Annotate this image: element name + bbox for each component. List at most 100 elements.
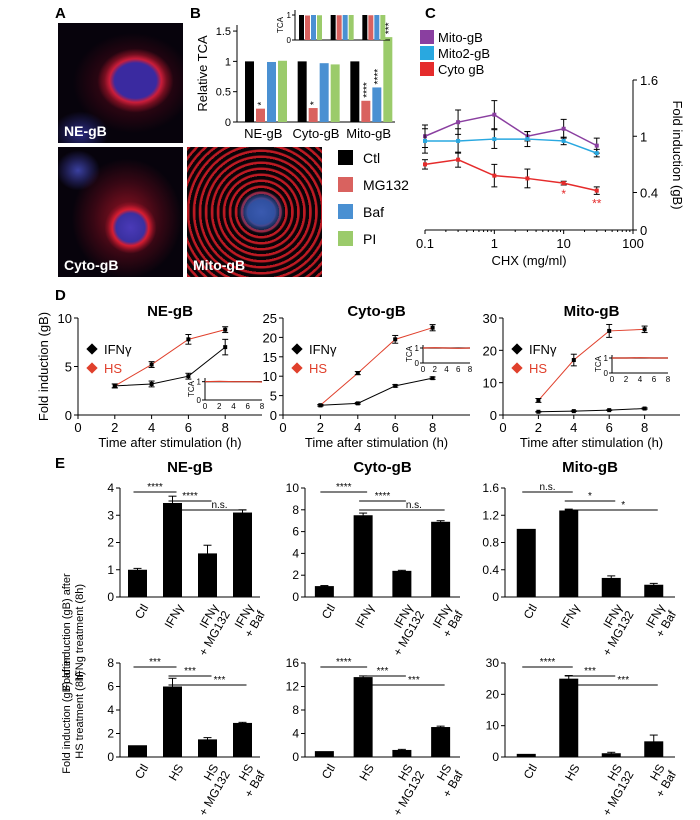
y-tick-label: 25 <box>263 311 277 326</box>
inset-bar <box>348 15 354 40</box>
y-tick-label: 20 <box>486 687 500 701</box>
significance-label: ** <box>592 196 602 210</box>
series-line <box>320 327 433 406</box>
data-point <box>492 137 497 142</box>
micrograph-label: Mito-gB <box>193 257 246 273</box>
y-tick-label: 0.4 <box>482 563 499 577</box>
y-tick-label: 4 <box>292 727 299 741</box>
y-tick-label: 16 <box>286 656 300 670</box>
significance-label: **** <box>336 482 352 493</box>
data-point <box>571 358 576 363</box>
y-tick-label: 0.4 <box>640 186 658 201</box>
bar <box>516 753 536 757</box>
x-tick-label: 100 <box>622 236 644 251</box>
data-point <box>536 409 541 414</box>
data-point <box>149 381 154 386</box>
significance-label: **** <box>182 491 198 502</box>
panel-letter-b: B <box>190 5 201 22</box>
chart-title: Mito-gB <box>564 303 620 320</box>
x-tick-label: IFNγ+ MG132 <box>379 601 428 658</box>
significance-label: * <box>257 102 268 106</box>
chart-title: Mito-gB <box>562 459 618 476</box>
inset-y-label: TCA <box>276 16 285 33</box>
bar <box>431 727 451 757</box>
inset-x-tick-label: 4 <box>638 375 643 384</box>
x-tick-label: 2 <box>317 420 324 435</box>
bar <box>353 677 373 757</box>
y-tick-label: 10 <box>263 369 277 384</box>
micrograph-ne-gb: NE-gB <box>58 23 183 143</box>
bar <box>644 584 664 597</box>
x-tick-label: Ctl <box>319 602 338 622</box>
significance-label: **** <box>373 69 384 85</box>
data-point <box>594 151 599 156</box>
legend-label: IFNγ <box>309 342 337 357</box>
inset-x-tick-label: 2 <box>217 402 222 411</box>
micrograph-label: NE-gB <box>64 123 107 139</box>
data-point <box>607 408 612 413</box>
x-tick-label: 6 <box>185 420 192 435</box>
x-tick-label: HS+ Baf <box>230 761 268 800</box>
y-tick-label: 0 <box>292 750 299 764</box>
bar <box>163 686 182 757</box>
y-tick-label: 5 <box>270 389 277 404</box>
data-point <box>594 143 599 148</box>
x-tick-label: Cyto-gB <box>293 126 340 141</box>
inset-bar <box>305 15 310 40</box>
inset-y-label: TCA <box>187 380 196 397</box>
legend-swatch-mg132 <box>338 177 353 192</box>
inset-line <box>422 347 471 349</box>
y-tick-label: 20 <box>263 330 277 345</box>
chart-title: NE-gB <box>147 303 193 320</box>
y-tick-label: 10 <box>58 311 72 326</box>
inset-y-tick-label: 0 <box>415 359 420 368</box>
y-axis-label: Fold induction (gB) <box>36 312 51 421</box>
legend-label: Mito2-gB <box>438 46 490 61</box>
bar-ctl <box>297 61 307 122</box>
bar <box>644 741 664 757</box>
y-tick-label: 1.5 <box>216 26 231 38</box>
data-point <box>423 138 427 143</box>
y-tick-label: 0 <box>270 408 277 423</box>
bar <box>233 512 252 597</box>
x-tick-label: 10 <box>556 236 570 251</box>
inset-x-tick-label: 0 <box>203 402 208 411</box>
bar-ctl <box>245 61 254 122</box>
x-tick-label: 8 <box>429 420 436 435</box>
y-tick-label: 3 <box>107 508 114 522</box>
legend-label: Mito-gB <box>438 30 483 45</box>
inset-bar <box>342 15 348 40</box>
bar <box>128 745 147 757</box>
significance-label: **** <box>540 657 556 668</box>
panel-letter-a: A <box>55 5 66 22</box>
significance-label: **** <box>375 491 391 502</box>
x-tick-label: Ctl <box>319 762 338 782</box>
e-ylabel-bottom-1: Fold induction (gB) after <box>61 656 73 774</box>
inset-y-tick-label: 1 <box>415 344 420 353</box>
significance-label: n.s. <box>406 500 422 511</box>
micrograph-label: Cyto-gB <box>64 257 119 273</box>
significance-label: *** <box>184 666 196 677</box>
data-point <box>355 371 360 376</box>
bar <box>128 569 147 597</box>
y-tick-label: 0 <box>107 590 114 604</box>
inset-x-tick-label: 8 <box>260 402 265 411</box>
chart-title: NE-gB <box>167 459 213 476</box>
bar-baf <box>319 63 329 122</box>
legend-swatch-pi <box>338 231 353 246</box>
x-tick-label: 8 <box>222 420 229 435</box>
series-line-2 <box>424 158 597 192</box>
series-line <box>538 408 645 413</box>
significance-label: * <box>588 491 592 502</box>
inset-bar <box>311 15 316 40</box>
data-point <box>456 120 461 125</box>
significance-label: *** <box>408 675 420 686</box>
significance-label: *** <box>617 675 629 686</box>
bar <box>314 751 334 757</box>
y-tick-label: 8 <box>107 656 114 670</box>
x-tick-label: Mito-gB <box>346 126 391 141</box>
